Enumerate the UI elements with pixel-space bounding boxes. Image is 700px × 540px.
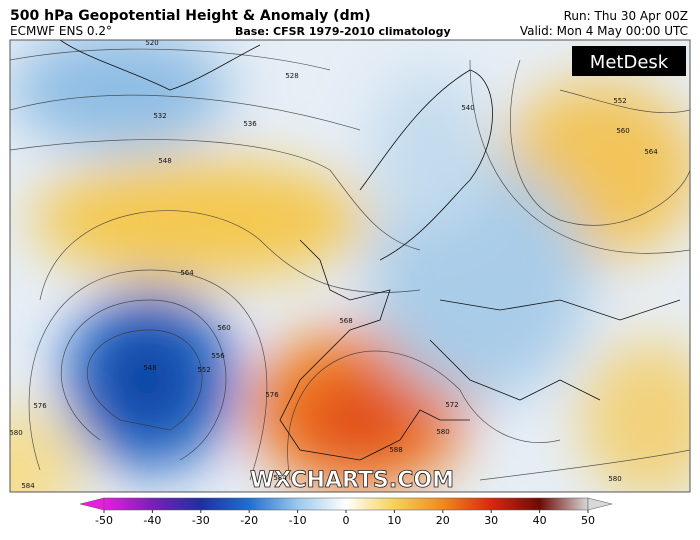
colorbar-bar (103, 497, 589, 511)
contour-label: 564 (644, 148, 658, 156)
contour-label: 548 (158, 157, 171, 165)
colorbar-max-arrow (587, 497, 613, 511)
contour-label: 572 (445, 401, 458, 409)
colorbar-tick-label: -50 (95, 514, 113, 527)
contour-label: 552 (613, 97, 626, 105)
colorbar-min-arrow (79, 497, 105, 511)
contour-label: 528 (285, 72, 298, 80)
colorbar: -50 -40 -30 -20 -10 0 10 20 30 40 50 (79, 497, 613, 527)
contour-label: 576 (33, 402, 47, 410)
contour-label: 568 (339, 317, 352, 325)
contour-label: 536 (243, 120, 257, 128)
logo-box (572, 46, 686, 76)
colorbar-tick-label: 50 (581, 514, 595, 527)
watermark: WXCHARTS.COM (250, 468, 454, 493)
valid: Valid: Mon 4 May 00:00 UTC (520, 24, 688, 38)
colorbar-tick-label: -30 (192, 514, 210, 527)
contour-label: 540 (461, 104, 474, 112)
logo: MetDesk (590, 52, 669, 73)
contour-label: 548 (143, 364, 156, 372)
contour-label: 584 (273, 474, 287, 482)
contour-label: 584 (21, 482, 35, 490)
contour-label: 564 (180, 269, 194, 277)
colorbar-tick-label: -20 (240, 514, 258, 527)
map-frame (9, 39, 691, 493)
map: MetDesk WXCHARTS.COM 520 528 532 536 548 564 5… (9, 39, 690, 493)
contour-label: 552 (197, 366, 210, 374)
contour-label: 580 (608, 475, 621, 483)
base: Base: CFSR 1979-2010 climatology (235, 25, 451, 38)
model: ECMWF ENS 0.2° (10, 24, 112, 38)
colorbar-tick-label: 0 (343, 514, 350, 527)
colorbar-tick-label: 10 (387, 514, 401, 527)
colorbar-tick-label: 30 (484, 514, 498, 527)
contour-label: 556 (211, 352, 225, 360)
contour-label: 580 (9, 429, 22, 437)
contour-label: 560 (217, 324, 230, 332)
contour-label: 532 (153, 112, 166, 120)
contour-label: 520 (145, 39, 158, 47)
contour-label: 588 (389, 446, 402, 454)
contour-label: 560 (616, 127, 629, 135)
title: 500 hPa Geopotential Height & Anomaly (d… (10, 8, 371, 24)
colorbar-tick-label: 20 (436, 514, 450, 527)
contour-label: 580 (436, 428, 449, 436)
run: Run: Thu 30 Apr 00Z (564, 9, 688, 23)
colorbar-tick-label: -40 (143, 514, 161, 527)
contour-label: 576 (265, 391, 279, 399)
colorbar-tick-label: -10 (289, 514, 307, 527)
colorbar-tick-label: 40 (533, 514, 547, 527)
